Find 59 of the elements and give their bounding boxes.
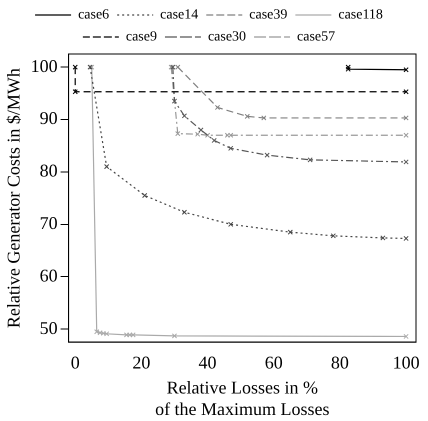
x-tick-label: 0 (70, 352, 80, 373)
point (403, 159, 409, 165)
y-tick-label: 70 (40, 213, 58, 234)
point (212, 138, 217, 144)
point (130, 332, 136, 338)
point (403, 89, 409, 94)
point (175, 64, 180, 70)
point (172, 333, 178, 339)
point (182, 210, 188, 215)
legend-label: case30 (208, 30, 246, 45)
legend-label: case118 (338, 8, 383, 23)
y-tick-label: 80 (40, 160, 58, 181)
x-tick-label: 40 (198, 352, 217, 373)
x-axis-title: Relative Losses in % of the Maximum Losses (155, 377, 330, 419)
point (244, 114, 250, 119)
point (124, 332, 130, 338)
point (403, 115, 409, 121)
point (127, 332, 132, 338)
point (380, 235, 386, 241)
point (261, 115, 266, 121)
point (97, 330, 103, 336)
x-tick-label: 20 (132, 352, 150, 373)
y-tick-label: 50 (40, 318, 58, 338)
y-tick-label: 60 (40, 265, 58, 286)
point (172, 98, 178, 104)
legend-label: case39 (249, 8, 288, 23)
point (403, 132, 409, 138)
point (198, 127, 204, 133)
y-tick-label: 90 (40, 108, 58, 128)
point (308, 157, 313, 162)
point (228, 146, 234, 151)
y-axis-title: Relative Generator Costs in $/MWh (4, 68, 24, 328)
point (94, 329, 100, 334)
point (195, 132, 200, 137)
point (104, 331, 110, 336)
y-tick-label: 100 (30, 56, 58, 76)
legend-label: case57 (297, 30, 336, 45)
point (214, 104, 220, 110)
point (104, 164, 110, 170)
legend-label: case6 (78, 8, 110, 23)
point (264, 152, 270, 158)
legend-label: case14 (160, 8, 198, 23)
point (288, 230, 293, 235)
point (72, 64, 78, 70)
point (330, 233, 336, 238)
point (403, 236, 409, 242)
point (100, 330, 106, 336)
point (182, 113, 188, 118)
x-tick-label: 100 (392, 352, 420, 373)
legend-label: case9 (126, 30, 157, 45)
point (142, 192, 148, 198)
point (228, 132, 234, 138)
point (204, 132, 210, 138)
point (175, 131, 180, 136)
point (224, 132, 230, 138)
x-tick-label: 60 (264, 352, 283, 373)
x-tick-label: 80 (330, 352, 349, 373)
point (72, 89, 78, 94)
point (228, 222, 234, 227)
